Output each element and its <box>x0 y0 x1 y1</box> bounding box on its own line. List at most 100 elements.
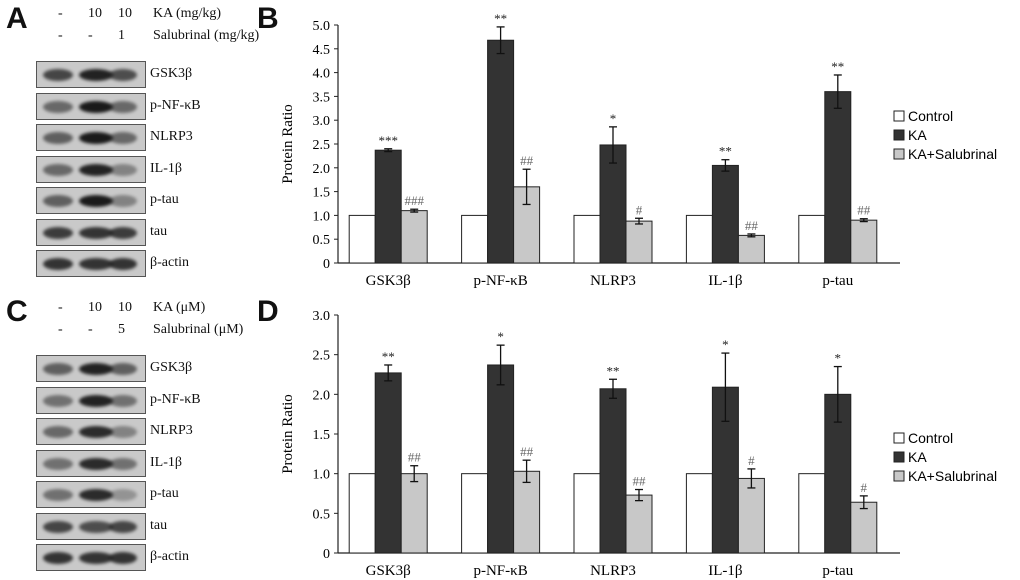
blot-band <box>109 457 137 470</box>
blot-band <box>43 69 73 81</box>
x-category-label: p-tau <box>822 273 853 289</box>
legend-label: KA <box>908 449 927 465</box>
blot-band <box>109 426 137 438</box>
blot-band <box>43 520 73 533</box>
significance-label: # <box>861 480 868 495</box>
blot-row-label: IL-1β <box>150 160 182 176</box>
blot-row-label: GSK3β <box>150 360 193 375</box>
blot-row <box>36 124 146 151</box>
significance-label: ## <box>520 444 534 459</box>
blot-band <box>43 226 73 239</box>
blot-band <box>43 132 73 144</box>
blot-row <box>36 449 146 477</box>
significance-label: * <box>835 351 842 366</box>
lane-sal-value-0: - <box>58 28 63 43</box>
significance-label: ## <box>857 203 871 218</box>
legend-label: KA+Salubrinal <box>908 468 997 484</box>
blot-row-label: p-NF-κB <box>150 97 201 113</box>
blot-band <box>43 163 73 176</box>
blot-row-label: p-NF-κB <box>150 391 201 407</box>
significance-label: * <box>722 337 729 352</box>
bar-ka <box>487 39 515 264</box>
significance-label: ## <box>745 218 759 233</box>
y-tick-label: 0 <box>323 257 330 272</box>
ka-dose-label: KA (mg/kg) <box>153 6 222 21</box>
blot-band <box>43 457 73 470</box>
blot-row <box>36 386 146 414</box>
lane-sal-value-2: 5 <box>118 322 125 337</box>
significance-label: *** <box>378 133 398 148</box>
y-tick-label: 3.5 <box>313 90 331 105</box>
blot-band <box>43 100 73 113</box>
significance-label: ** <box>719 144 732 159</box>
y-tick-label: 2.5 <box>313 349 331 364</box>
bar-control <box>461 473 489 554</box>
lane-sal-value-1: - <box>88 322 93 337</box>
blot-row <box>36 355 146 382</box>
bar-control <box>798 473 826 554</box>
bar-ka-salubrinal <box>850 501 878 554</box>
y-tick-label: 4.0 <box>313 67 331 82</box>
legend-label: KA <box>908 127 927 143</box>
x-category-label: p-tau <box>822 563 853 579</box>
blot-band <box>109 132 137 144</box>
blot-row-label: NLRP3 <box>150 423 193 438</box>
lane-ka-value-2: 10 <box>118 6 132 21</box>
bar-ka-salubrinal <box>625 220 653 264</box>
y-tick-label: 1.5 <box>313 186 331 201</box>
blot-band <box>109 163 137 176</box>
blot-band <box>79 69 113 81</box>
blot-row-label: p-tau <box>150 192 179 207</box>
significance-label: ## <box>633 474 647 489</box>
x-category-label: p-NF-κB <box>473 563 527 579</box>
legend-swatch <box>893 148 905 160</box>
blot-row <box>36 187 146 214</box>
blot-band <box>109 394 137 407</box>
bar-ka <box>711 164 739 264</box>
blot-band <box>109 363 137 375</box>
legend-swatch <box>893 451 905 463</box>
panel-letter-d: D <box>257 295 279 328</box>
bar-ka <box>487 364 515 554</box>
blot-row-label: β-actin <box>150 255 189 270</box>
blot-band <box>79 226 113 239</box>
bar-ka-salubrinal <box>737 234 765 264</box>
blot-row <box>36 481 146 508</box>
bar-ka <box>824 91 852 264</box>
y-tick-label: 1.0 <box>313 468 331 483</box>
blot-band <box>79 457 113 470</box>
bar-control <box>798 214 826 264</box>
y-tick-label: 1.0 <box>313 209 331 224</box>
blot-band <box>79 394 113 407</box>
bar-ka-salubrinal <box>400 473 428 554</box>
blot-row-label: p-tau <box>150 486 179 501</box>
chart-b: Protein Ratio 0 0.5 1.0 1.5 2.0 2.5 3.0 3.5 4.0 4.… <box>280 11 997 289</box>
blot-band <box>43 195 73 207</box>
lane-ka-value-1: 10 <box>88 300 102 315</box>
lane-ka-value-0: - <box>58 300 63 315</box>
blot-band <box>43 552 73 564</box>
y-tick-label: 3.0 <box>313 309 331 324</box>
y-tick-label: 0.5 <box>313 233 331 248</box>
blot-band <box>79 195 113 207</box>
blot-band <box>79 163 113 176</box>
significance-label: * <box>610 111 617 126</box>
panel-letter-a: A <box>6 2 28 35</box>
blot-row-label: tau <box>150 517 168 533</box>
blot-band <box>109 258 137 270</box>
blot-band <box>109 69 137 81</box>
blot-band <box>43 489 73 501</box>
y-tick-label: 3.0 <box>313 114 331 129</box>
blot-band <box>109 195 137 207</box>
blot-row <box>36 250 146 277</box>
blot-band <box>79 363 113 375</box>
blot-band <box>43 258 73 270</box>
legend-swatch <box>893 129 905 141</box>
blot-row <box>36 61 146 88</box>
blot-band <box>43 394 73 407</box>
y-axis-label: Protein Ratio <box>280 394 296 474</box>
blot-row-label: GSK3β <box>150 66 193 81</box>
x-category-label: GSK3β <box>366 273 411 289</box>
x-category-label: NLRP3 <box>590 273 636 289</box>
blot-band <box>109 226 137 239</box>
